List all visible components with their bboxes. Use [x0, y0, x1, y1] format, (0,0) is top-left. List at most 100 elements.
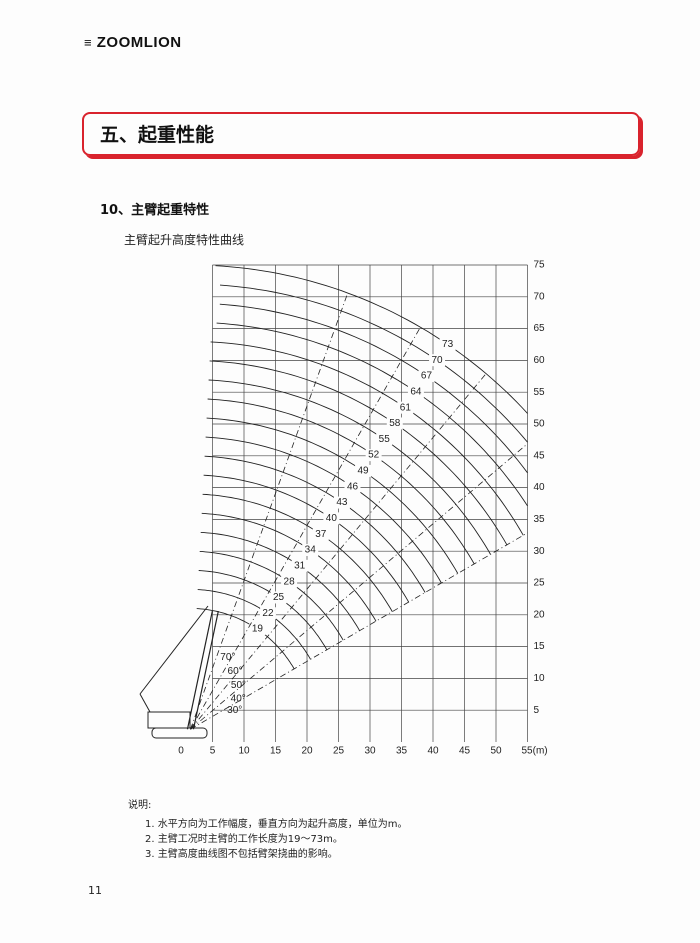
- boom-label: 58: [389, 418, 401, 429]
- section-title: 五、起重性能: [100, 124, 215, 146]
- y-tick-label: 5: [534, 705, 540, 716]
- boom-label: 73: [442, 339, 454, 350]
- label-bg: [344, 480, 361, 493]
- boom-arc: [202, 493, 393, 612]
- label-bg: [270, 591, 287, 604]
- y-tick-label: 55: [534, 387, 546, 398]
- y-tick-label: 45: [534, 450, 546, 461]
- label-bg: [249, 623, 266, 636]
- y-tick-label: 60: [534, 355, 546, 366]
- boom-arc: [209, 360, 508, 546]
- angle-label: 40°: [231, 693, 246, 704]
- boom-arc: [200, 531, 360, 631]
- x-tick-label: 40: [427, 746, 439, 757]
- boom: [186, 610, 213, 730]
- boom-arc: [205, 436, 442, 584]
- boom-label: 46: [347, 481, 359, 492]
- crane: [139, 605, 209, 739]
- boom-arc: [203, 474, 410, 603]
- boom: [192, 610, 219, 730]
- label-bg: [386, 417, 403, 430]
- y-tick-label: 15: [534, 641, 546, 652]
- section-box: [82, 112, 640, 156]
- logo: ≡ ZOOMLION: [84, 34, 182, 51]
- angle-line: [190, 443, 528, 730]
- x-tick-label: 15: [270, 746, 282, 757]
- boom-label: 64: [410, 386, 422, 397]
- figure-caption: 主臂起升高度特性曲线: [124, 233, 245, 247]
- body: [147, 711, 191, 729]
- boom-label: 61: [400, 402, 412, 413]
- boom-label: 25: [273, 592, 285, 603]
- boom-arc: [216, 322, 528, 507]
- angle-label: 60°: [228, 666, 243, 677]
- y-tick-label: 20: [534, 609, 546, 620]
- y-tick-label: 65: [534, 323, 546, 334]
- boom-label: 49: [358, 466, 370, 477]
- crawler: [151, 727, 208, 739]
- label-bg: [365, 449, 382, 462]
- angle-label: 70°: [220, 652, 235, 663]
- boom-label: 19: [252, 624, 264, 635]
- angle-label: 30°: [227, 705, 242, 716]
- label-bg: [323, 512, 340, 525]
- label-bg: [259, 607, 276, 620]
- boom-arc: [219, 303, 528, 474]
- boom-label: 43: [336, 497, 348, 508]
- x-tick-label: 25: [333, 746, 345, 757]
- label-bg: [429, 354, 446, 367]
- x-tick-label: 0: [178, 746, 184, 757]
- angle-label: 50°: [231, 680, 246, 691]
- label-bg: [302, 544, 319, 557]
- y-tick-label: 25: [534, 578, 546, 589]
- boom-arc: [215, 265, 528, 414]
- y-tick-label: 50: [534, 419, 546, 430]
- boom-arc: [208, 379, 491, 555]
- boom-label: 37: [315, 529, 327, 540]
- label-bg: [439, 338, 456, 351]
- y-tick-label: 70: [534, 291, 546, 302]
- x-tick-label: 30: [364, 746, 376, 757]
- label-bg: [281, 575, 298, 588]
- range-chart: 0 5 10 15 20 25 30 35 40 45 50 55(m) 5 10 15 20 25 30 35 40…: [139, 260, 548, 757]
- subsection-title: 10、主臂起重特性: [100, 203, 210, 218]
- logo-text: ZOOMLION: [96, 34, 182, 51]
- angle-line: [190, 532, 528, 730]
- x-tick-label: 50: [490, 746, 502, 757]
- note: 1. 水平方向为工作幅度，垂直方向为起升高度，单位为m。: [145, 819, 408, 830]
- angle-line: [190, 292, 349, 730]
- boom-arc: [207, 398, 475, 565]
- y-tick-label: 35: [534, 514, 546, 525]
- notes-title: 说明:: [128, 800, 152, 811]
- boom-label: 34: [305, 545, 317, 556]
- x-tick-label: 45: [459, 746, 471, 757]
- x-tick-label: 35: [396, 746, 408, 757]
- boom-label: 67: [421, 371, 433, 382]
- page-number: 11: [88, 884, 102, 897]
- label-bg: [333, 496, 350, 509]
- label-bg: [418, 370, 435, 383]
- x-tick-label: 10: [238, 746, 250, 757]
- angle-line: [190, 327, 421, 730]
- boom-label: 52: [368, 450, 380, 461]
- boom-label: 22: [262, 608, 274, 619]
- label-bg: [407, 385, 424, 398]
- x-tick-label: 55(m): [522, 746, 548, 757]
- boom-label: 40: [326, 513, 338, 524]
- boom-arc: [204, 455, 426, 593]
- boom-label: 31: [294, 560, 306, 571]
- y-tick-label: 40: [534, 482, 546, 493]
- boom-arc: [219, 284, 528, 443]
- boom-arc: [206, 417, 459, 574]
- note: 2. 主臂工况时主臂的工作长度为19～73m。: [145, 834, 343, 845]
- y-tick-label: 10: [534, 673, 546, 684]
- label-bg: [312, 528, 329, 541]
- boom-label: 55: [379, 434, 391, 445]
- label-bg: [397, 401, 414, 414]
- pendant: [139, 605, 209, 695]
- label-bg: [376, 433, 393, 446]
- y-tick-label: 30: [534, 546, 546, 557]
- x-tick-label: 5: [210, 746, 216, 757]
- boom-arc: [210, 341, 524, 536]
- label-bg: [355, 464, 372, 477]
